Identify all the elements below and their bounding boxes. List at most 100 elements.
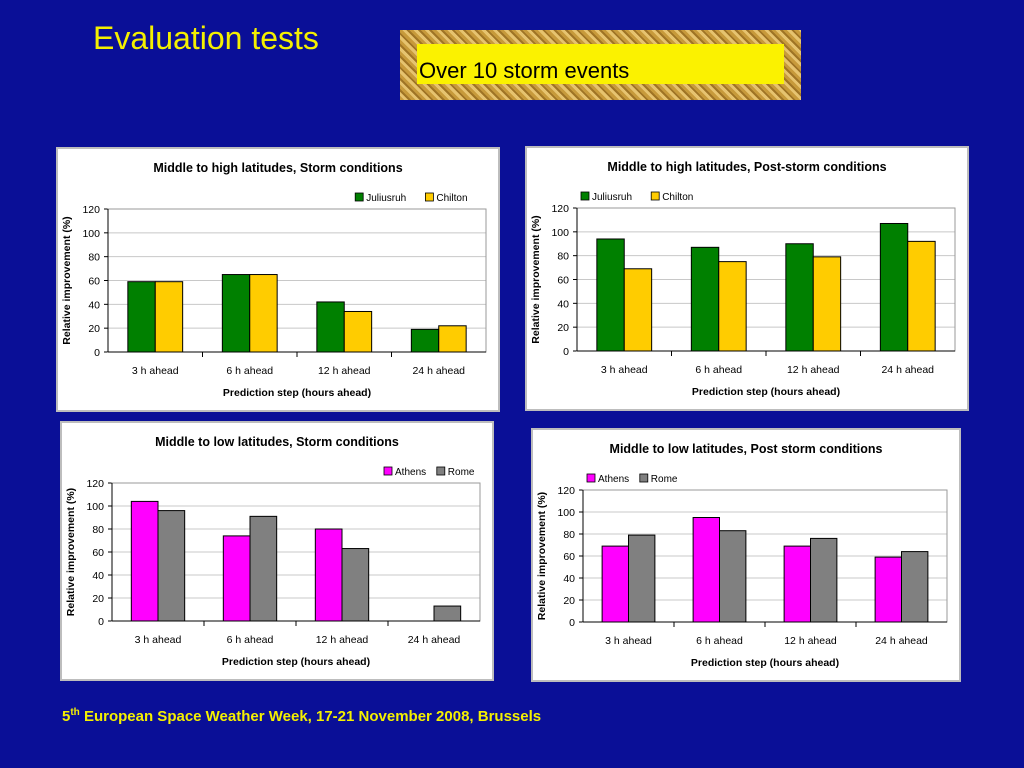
bar-athens-6-h-ahead (692, 517, 720, 623)
y-tick-label: 20 (563, 595, 575, 607)
y-tick-label: 120 (82, 204, 100, 216)
y-tick-label: 0 (98, 616, 104, 628)
bar-chilton-3-h-ahead (154, 281, 184, 353)
chart-panel-poststorm-high-lat: Middle to high latitudes, Post-storm con… (525, 146, 969, 411)
y-axis-label: Relative improvement (%) (530, 215, 542, 343)
x-tick-label: 12 h ahead (787, 364, 840, 376)
chart-title: Middle to low latitudes, Storm condition… (155, 435, 399, 449)
legend-swatch-athens (586, 473, 596, 483)
x-tick-label: 6 h ahead (227, 634, 274, 646)
legend-label-athens: Athens (395, 467, 426, 478)
x-tick-label: 6 h ahead (696, 635, 743, 647)
chart-panel-storm-high-lat: Middle to high latitudes, Storm conditio… (56, 147, 500, 412)
x-tick-label: 3 h ahead (601, 364, 648, 376)
legend-swatch-chilton (650, 191, 660, 201)
y-tick-label: 100 (82, 228, 100, 240)
footer-event: European Space Weather Week, 17-21 Novem… (79, 708, 542, 725)
x-tick-label: 12 h ahead (784, 635, 837, 647)
x-axis-label: Prediction step (hours ahead) (692, 386, 840, 398)
chart-title: Middle to low latitudes, Post storm cond… (610, 442, 883, 456)
y-tick-label: 120 (551, 203, 569, 215)
y-tick-label: 80 (92, 524, 104, 536)
bar-chilton-6-h-ahead (718, 261, 747, 352)
bar-juliusruh-24-h-ahead (410, 328, 440, 353)
bar-athens-12-h-ahead (314, 528, 343, 622)
bar-chilton-24-h-ahead (438, 325, 467, 353)
y-tick-label: 60 (88, 276, 100, 288)
y-tick-label: 40 (92, 570, 104, 582)
legend-box (382, 464, 478, 478)
bar-rome-24-h-ahead (433, 605, 462, 622)
bar-juliusruh-6-h-ahead (690, 246, 720, 352)
y-tick-label: 60 (92, 547, 104, 559)
y-tick-label: 0 (563, 346, 569, 358)
banner-text: Over 10 storm events (419, 58, 630, 83)
chart-storm-high-lat: Middle to high latitudes, Storm conditio… (61, 161, 487, 399)
bar-juliusruh-3-h-ahead (596, 238, 625, 352)
y-tick-label: 40 (88, 299, 100, 311)
y-tick-label: 0 (569, 617, 575, 629)
chart-legend: Juliusruh Chilton (579, 189, 710, 203)
x-tick-label: 24 h ahead (875, 635, 928, 647)
x-tick-label: 12 h ahead (316, 634, 369, 646)
slide-title: Evaluation tests (93, 20, 319, 56)
bar-juliusruh-24-h-ahead (879, 222, 909, 352)
x-tick-label: 3 h ahead (135, 634, 182, 646)
bar-chilton-6-h-ahead (249, 274, 278, 353)
chart-poststorm-low-lat: Middle to low latitudes, Post storm cond… (536, 442, 948, 669)
chart-title: Middle to high latitudes, Storm conditio… (153, 161, 402, 175)
bar-juliusruh-12-h-ahead (316, 301, 345, 353)
bar-athens-3-h-ahead (601, 545, 629, 623)
y-tick-label: 60 (563, 551, 575, 563)
footer-superscript: th (70, 707, 80, 718)
bar-rome-3-h-ahead (628, 534, 656, 623)
x-tick-label: 24 h ahead (412, 365, 465, 377)
legend-label-juliusruh: Juliusruh (592, 192, 632, 203)
bar-rome-12-h-ahead (810, 537, 838, 623)
x-tick-label: 24 h ahead (881, 364, 934, 376)
x-axis-label: Prediction step (hours ahead) (691, 657, 839, 669)
y-tick-label: 20 (92, 593, 104, 605)
x-tick-label: 3 h ahead (132, 365, 179, 377)
legend-box (579, 189, 710, 203)
banner-frame: Over 10 storm events (400, 30, 801, 100)
x-tick-label: 6 h ahead (226, 365, 273, 377)
y-tick-label: 100 (551, 227, 569, 239)
legend-swatch-juliusruh (354, 192, 364, 202)
x-tick-label: 3 h ahead (605, 635, 652, 647)
bar-athens-3-h-ahead (130, 500, 159, 622)
y-axis-label: Relative improvement (%) (65, 488, 77, 616)
footer-text: 5th European Space Weather Week, 17-21 N… (62, 707, 541, 725)
chart-legend: Athens Rome (585, 471, 681, 485)
y-tick-label: 80 (557, 251, 569, 263)
chart-panel-storm-low-lat: Middle to low latitudes, Storm condition… (60, 421, 494, 681)
legend-label-chilton: Chilton (436, 193, 467, 204)
bar-rome-3-h-ahead (157, 510, 186, 622)
y-axis-label: Relative improvement (%) (536, 492, 548, 620)
footer-number: 5 (62, 708, 71, 725)
x-tick-label: 6 h ahead (695, 364, 742, 376)
y-tick-label: 100 (86, 501, 104, 513)
bar-juliusruh-3-h-ahead (127, 281, 156, 353)
bar-rome-12-h-ahead (341, 548, 370, 622)
y-tick-label: 120 (86, 478, 104, 490)
legend-label-chilton: Chilton (662, 192, 693, 203)
legend-label-rome: Rome (651, 474, 678, 485)
x-axis-label: Prediction step (hours ahead) (223, 387, 371, 399)
bar-rome-24-h-ahead (901, 551, 929, 623)
y-tick-label: 80 (563, 529, 575, 541)
y-tick-label: 40 (563, 573, 575, 585)
x-tick-label: 24 h ahead (408, 634, 461, 646)
y-tick-label: 60 (557, 275, 569, 287)
bar-rome-6-h-ahead (719, 530, 747, 623)
chart-panel-poststorm-low-lat: Middle to low latitudes, Post storm cond… (531, 428, 961, 682)
bar-athens-24-h-ahead (874, 556, 902, 623)
y-tick-label: 40 (557, 298, 569, 310)
banner-box: Over 10 storm events (417, 44, 784, 84)
bar-chilton-24-h-ahead (907, 240, 936, 352)
y-axis-label: Relative improvement (%) (61, 216, 73, 344)
legend-box (585, 471, 681, 485)
bar-athens-6-h-ahead (222, 535, 251, 622)
legend-swatch-juliusruh (580, 191, 590, 201)
legend-label-athens: Athens (598, 474, 629, 485)
